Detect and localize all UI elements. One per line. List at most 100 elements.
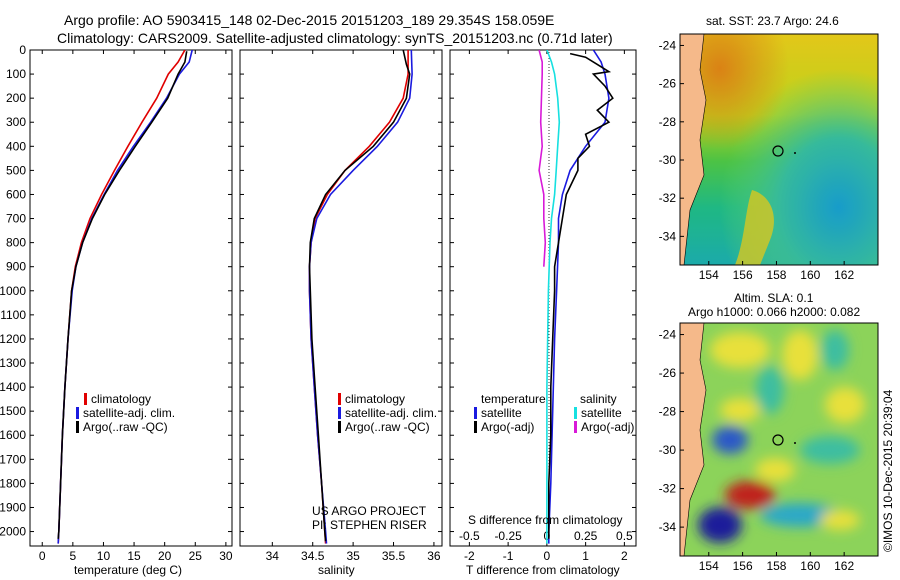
sst-map-title: sat. SST: 23.7 Argo: 24.6: [706, 14, 839, 28]
series-line-argo-raw-qc: [57, 51, 188, 539]
pressure-axis: 0 100 200 300 400 500 600 700 800 900 1000 1100 1200…: [0, 43, 636, 539]
legend-swatch-t-argo: [474, 421, 477, 433]
x-tick-label: 35.5: [382, 549, 406, 563]
x-tick-label: 25: [189, 549, 203, 563]
legend-label-climatology: climatology: [345, 392, 405, 406]
legend-label-t-argo: Argo(-adj): [481, 420, 534, 434]
legend-label-s-argo: Argo(-adj): [581, 420, 634, 434]
legend-swatch-s-satellite: [574, 407, 577, 419]
legend-swatch-satellite: [338, 407, 341, 419]
series-line-s-argo-adj: [538, 50, 547, 267]
map-y-tick-label: -30: [659, 153, 677, 167]
salinity-xlabel: salinity: [318, 563, 355, 577]
y-tick-label: 1400: [0, 380, 26, 394]
sla-map: [680, 323, 878, 556]
salinity-x-axis: 34 34.5 35 35.5 36: [266, 50, 441, 563]
legend-label-argo: Argo(..raw -QC): [345, 420, 430, 434]
x-tick-label: 35: [346, 549, 360, 563]
map-y-tick-label: -26: [659, 77, 677, 91]
series-line-s-satellite: [546, 50, 561, 544]
y-tick-label: 0: [19, 43, 26, 57]
pi-annotation: PI: STEPHEN RISER: [312, 518, 427, 532]
x-tick-label: 34.5: [301, 549, 325, 563]
salinity-panel-frame: [239, 49, 443, 547]
map-y-tick-label: -34: [659, 520, 677, 534]
map-y-tick-label: -26: [659, 366, 677, 380]
salinity-profiles: [308, 50, 413, 544]
y-tick-label: 1200: [0, 332, 26, 346]
y-tick-label: 1600: [0, 428, 26, 442]
map-x-tick-label: 160: [800, 268, 820, 282]
map-y-tick-label: -30: [659, 443, 677, 457]
y-tick-label: 700: [6, 212, 26, 226]
y-tick-label: 1000: [0, 284, 26, 298]
map-y-tick-label: -24: [659, 38, 677, 52]
x-top-tick-label: 0.25: [574, 529, 598, 543]
legend-swatch-climatology: [338, 393, 341, 405]
series-line-t-argo-adj: [547, 52, 614, 539]
map-y-tick-label: -24: [659, 328, 677, 342]
y-tick-label: 600: [6, 187, 26, 201]
s-difference-xlabel: S difference from climatology: [468, 513, 623, 527]
temperature-legend: climatology satellite-adj. clim. Argo(..…: [76, 392, 175, 434]
header-line2: Climatology: CARS2009. Satellite-adjuste…: [57, 30, 613, 46]
salinity-legend: climatology satellite-adj. clim. Argo(..…: [312, 392, 437, 532]
legend-label-s-satellite: satellite: [581, 406, 622, 420]
t-difference-x-axis: -2 -1 0 1 2: [464, 50, 628, 563]
y-tick-label: 800: [6, 236, 26, 250]
y-tick-label: 900: [6, 260, 26, 274]
x-tick-label: 0: [39, 549, 46, 563]
map-x-tick-label: 154: [699, 559, 719, 573]
x-tick-label: 10: [97, 549, 111, 563]
map-y-tick-label: -34: [659, 229, 677, 243]
map-x-tick-label: 154: [699, 268, 719, 282]
x-tick-label: 34: [266, 549, 280, 563]
map-y-tick-label: -28: [659, 405, 677, 419]
x-top-tick-label: -0.25: [494, 529, 522, 543]
temperature-x-axis: 0 5 10 15 20 25 30: [39, 50, 233, 563]
y-tick-label: 1800: [0, 476, 26, 490]
map-y-tick-label: -28: [659, 115, 677, 129]
x-tick-label: -2: [464, 549, 475, 563]
y-tick-label: 400: [6, 139, 26, 153]
legend-swatch-argo: [338, 421, 341, 433]
x-top-tick-label: -0.5: [459, 529, 480, 543]
project-annotation: US ARGO PROJECT: [312, 504, 427, 518]
map-x-tick-label: 158: [766, 268, 786, 282]
legend-swatch-argo: [76, 421, 79, 433]
difference-profiles: [538, 50, 614, 544]
y-tick-label: 300: [6, 115, 26, 129]
temperature-profiles: [57, 50, 193, 544]
series-line-t-satellite: [547, 50, 610, 544]
map-x-tick-label: 160: [800, 559, 820, 573]
map-y-tick-label: -32: [659, 191, 677, 205]
sst-map: [680, 34, 878, 265]
y-tick-label: 100: [6, 67, 26, 81]
map-x-tick-label: 158: [766, 559, 786, 573]
legend-label-satellite: satellite-adj. clim.: [83, 406, 175, 420]
legend-label-argo: Argo(..raw -QC): [83, 420, 168, 434]
x-tick-label: 1: [582, 549, 589, 563]
sla-map-title: Altim. SLA: 0.1: [734, 291, 814, 305]
legend-swatch-satellite: [76, 407, 79, 419]
y-tick-label: 200: [6, 91, 26, 105]
legend-label-climatology: climatology: [91, 392, 151, 406]
y-tick-label: 500: [6, 163, 26, 177]
temperature-xlabel: temperature (deg C): [74, 563, 182, 577]
header-line1: Argo profile: AO 5903415_148 02-Dec-2015…: [64, 12, 554, 28]
difference-panel-frame: [449, 49, 637, 547]
land-mass: [680, 34, 707, 265]
temperature-panel-frame: [29, 49, 233, 547]
sla-map-axes: 154 156 158 160 162 -24 -26 -28 -30 -32 -34: [659, 328, 855, 573]
x-tick-label: 0: [544, 549, 551, 563]
y-tick-label: 1500: [0, 404, 26, 418]
map-y-tick-label: -32: [659, 482, 677, 496]
x-tick-label: 15: [127, 549, 141, 563]
x-tick-label: 2: [621, 549, 628, 563]
y-tick-label: 1700: [0, 452, 26, 466]
y-tick-label: 1900: [0, 500, 26, 514]
map-x-tick-label: 162: [834, 559, 854, 573]
x-tick-label: 30: [219, 549, 233, 563]
x-tick-label: 20: [158, 549, 172, 563]
